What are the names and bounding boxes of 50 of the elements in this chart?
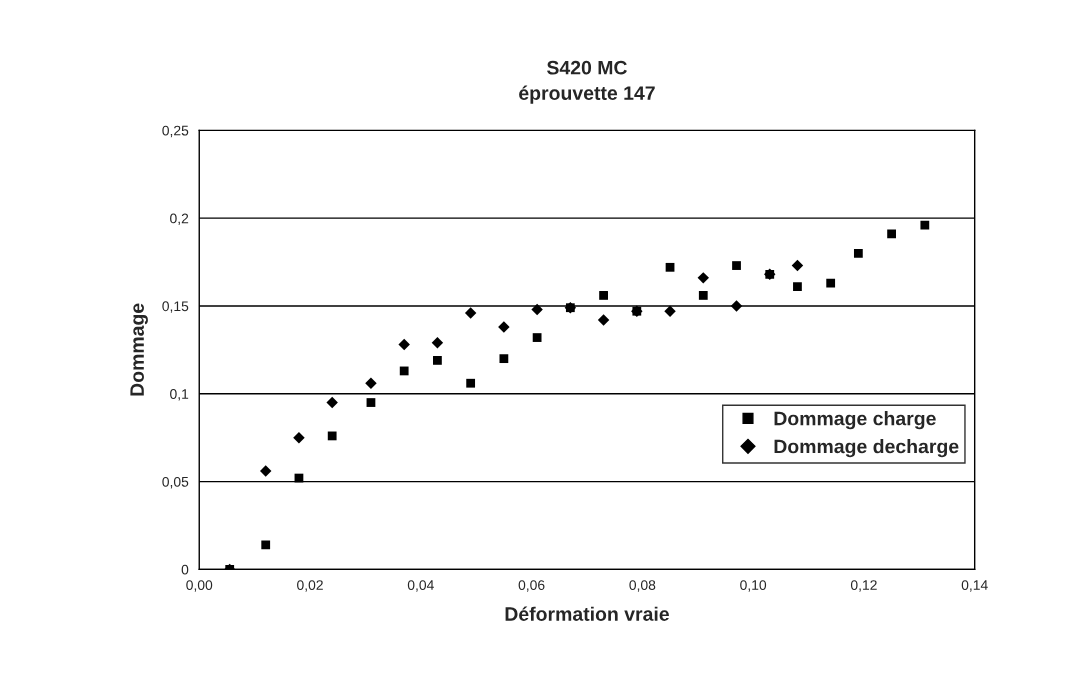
- point: [698, 291, 708, 300]
- y-tick-label: 0: [181, 564, 189, 575]
- point: [261, 540, 271, 550]
- x-tick-label: 0,04: [407, 580, 434, 592]
- point: [732, 261, 741, 270]
- y-tick-label: 0,05: [162, 476, 189, 489]
- point: [532, 333, 542, 342]
- x-tick-label: 0,08: [629, 580, 656, 592]
- point: [466, 378, 476, 388]
- point: [498, 321, 510, 333]
- point: [326, 396, 338, 409]
- x-tick-label: 0,06: [518, 580, 545, 592]
- point: [793, 282, 802, 292]
- point: [791, 259, 804, 272]
- point: [887, 229, 896, 239]
- point: [293, 431, 305, 444]
- point: [464, 307, 477, 319]
- point: [664, 305, 676, 317]
- point: [597, 314, 610, 326]
- x-tick-label: 0,10: [740, 580, 767, 592]
- point: [826, 278, 836, 288]
- x-tick-label: 0,02: [297, 580, 323, 592]
- point: [259, 465, 272, 477]
- point: [431, 337, 444, 349]
- point: [398, 338, 410, 351]
- point: [730, 300, 743, 312]
- point: [365, 377, 377, 389]
- point: [399, 366, 409, 376]
- y-axis-title: Dommage: [130, 303, 148, 396]
- point: [531, 303, 543, 316]
- point: [920, 220, 930, 230]
- point: [697, 272, 710, 284]
- x-tick-label: 0,12: [850, 580, 877, 592]
- point: [433, 356, 442, 365]
- x-tick-label: 0,14: [961, 580, 988, 592]
- y-tick-label: 0,1: [170, 389, 189, 401]
- y-tick-label: 0,15: [162, 301, 189, 313]
- point: [599, 291, 608, 300]
- y-tick-label: 0,25: [162, 125, 189, 138]
- legend-label: Dommage decharge: [774, 439, 959, 458]
- point: [853, 248, 863, 258]
- x-tick-label: 0,00: [186, 580, 213, 592]
- chart-title: S420 MC éprouvette 147: [519, 60, 655, 104]
- point: [366, 398, 376, 407]
- point: [665, 262, 675, 272]
- x-axis-title: Déformation vraie: [505, 606, 669, 621]
- legend-label: Dommage charge: [774, 411, 936, 430]
- y-tick-label: 0,2: [170, 213, 189, 225]
- point: [499, 354, 509, 364]
- point: [327, 431, 337, 441]
